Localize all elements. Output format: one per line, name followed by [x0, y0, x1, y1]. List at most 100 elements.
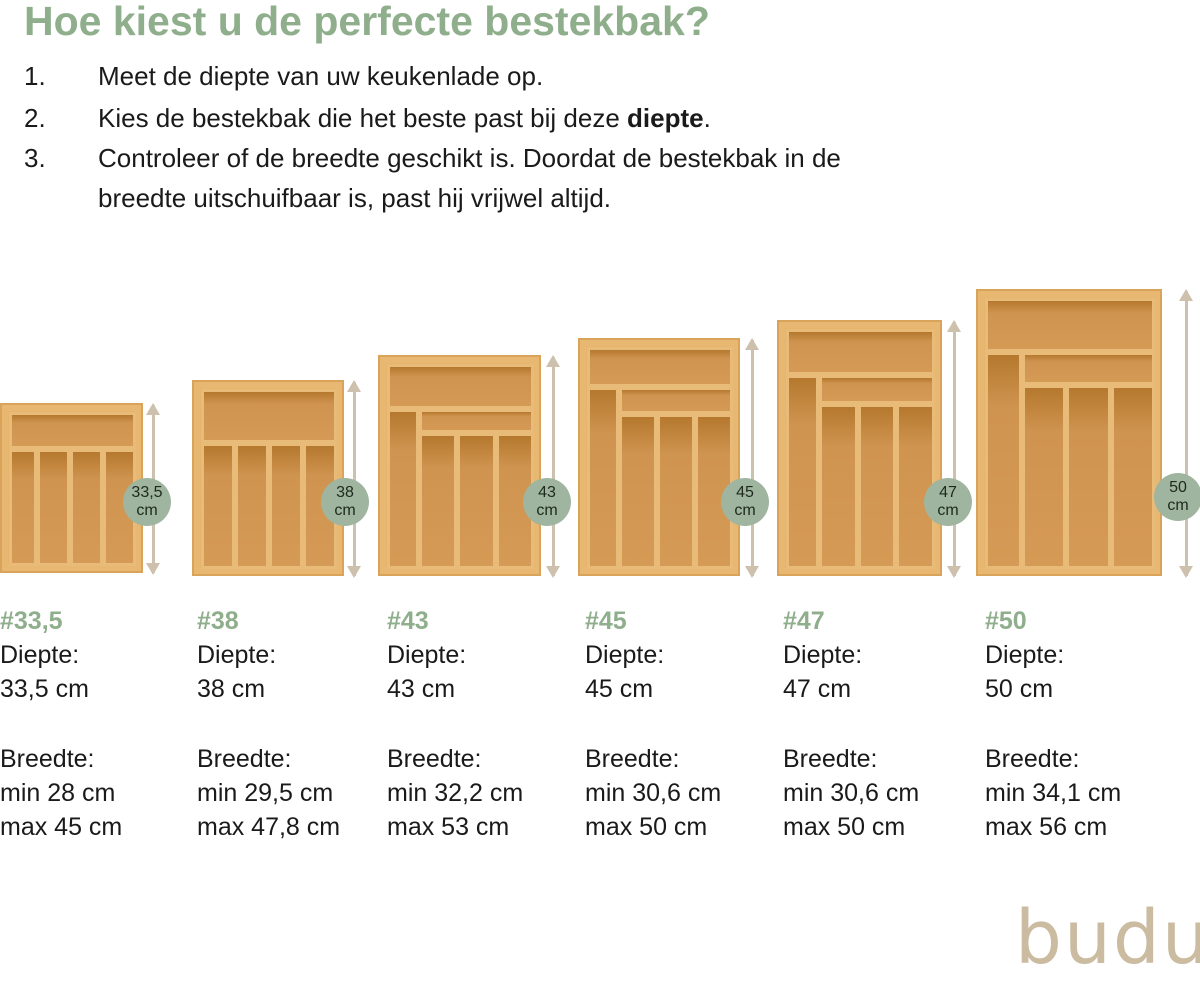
- drawer-compartment: [9, 412, 136, 449]
- page-title: Hoe kiest u de perfecte bestekbak?: [24, 0, 710, 44]
- width-max: max 56 cm: [985, 813, 1108, 841]
- badge-value: 43: [538, 484, 556, 501]
- step-text-part: Kies de bestekbak die het beste past bij…: [98, 103, 628, 133]
- drawer-compartment: [201, 389, 337, 443]
- drawer-compartment: [587, 387, 619, 569]
- step-text-bold: diepte: [627, 103, 704, 133]
- drawer-compartment: [457, 433, 496, 569]
- step-text: Meet de diepte van uw keukenlade op.: [98, 61, 544, 91]
- depth-badge: 45 cm: [721, 478, 769, 526]
- width-max: max 53 cm: [387, 813, 510, 841]
- depth-badge: 38 cm: [321, 478, 369, 526]
- drawer-compartment: [587, 347, 733, 387]
- drawer-compartment: [235, 443, 269, 569]
- drawer-compartment: [37, 449, 70, 566]
- drawer-compartment: [619, 414, 657, 569]
- product-info: #33,5 Diepte: 33,5 cm Breedte: min 28 cm…: [0, 604, 122, 844]
- depth-badge: 50 cm: [1154, 473, 1200, 521]
- drawer-compartment: [387, 409, 419, 569]
- width-min: min 32,2 cm: [387, 779, 524, 807]
- product-code: #43: [387, 607, 429, 635]
- step-number: 1.: [24, 61, 46, 91]
- depth-arrow-icon: [745, 338, 759, 578]
- width-label: Breedte:: [0, 745, 95, 773]
- drawer-compartment: [657, 414, 695, 569]
- drawer-compartment: [1022, 352, 1155, 385]
- width-max: max 47,8 cm: [197, 813, 341, 841]
- cutlery-tray-image: [976, 289, 1162, 576]
- width-label: Breedte:: [783, 745, 878, 773]
- drawer-compartment: [70, 449, 103, 566]
- drawer-compartment: [1022, 385, 1067, 569]
- cutlery-tray-image: [378, 355, 541, 576]
- width-min: min 28 cm: [0, 779, 116, 807]
- width-label: Breedte:: [585, 745, 680, 773]
- depth-label: Diepte:: [585, 641, 665, 669]
- drawer-compartment: [857, 404, 897, 569]
- product-code: #33,5: [0, 607, 63, 635]
- cutlery-tray-image: [192, 380, 344, 576]
- width-max: max 50 cm: [585, 813, 708, 841]
- depth-badge: 43 cm: [523, 478, 571, 526]
- depth-badge: 33,5 cm: [123, 478, 171, 526]
- step-text-line1: Controleer of de breedte geschikt is. Do…: [98, 143, 841, 173]
- badge-value: 45: [736, 484, 754, 501]
- depth-value: 38 cm: [197, 675, 266, 703]
- product-code: #50: [985, 607, 1027, 635]
- drawer-compartment: [419, 433, 458, 569]
- badge-unit: cm: [536, 502, 558, 519]
- product-info: #50 Diepte: 50 cm Breedte: min 34,1 cm m…: [985, 604, 1121, 844]
- step-text: Kies de bestekbak die het beste past bij…: [98, 98, 711, 138]
- width-label: Breedte:: [387, 745, 482, 773]
- drawer-compartment: [819, 375, 935, 404]
- drawer-compartment: [985, 298, 1155, 352]
- step-number: 3.: [24, 143, 46, 173]
- drawer-compartment: [619, 387, 733, 414]
- width-max: max 45 cm: [0, 813, 123, 841]
- cutlery-tray-image: [0, 403, 143, 573]
- width-max: max 50 cm: [783, 813, 906, 841]
- depth-label: Diepte:: [985, 641, 1065, 669]
- width-min: min 29,5 cm: [197, 779, 334, 807]
- product-info: #45 Diepte: 45 cm Breedte: min 30,6 cm m…: [585, 604, 721, 844]
- drawer-compartment: [201, 443, 235, 569]
- budu-logo: budu: [1015, 895, 1200, 981]
- product-info: #47 Diepte: 47 cm Breedte: min 30,6 cm m…: [783, 604, 919, 844]
- depth-value: 50 cm: [985, 675, 1054, 703]
- depth-value: 47 cm: [783, 675, 852, 703]
- badge-value: 33,5: [131, 484, 163, 501]
- badge-value: 38: [336, 484, 354, 501]
- drawer-compartment: [786, 329, 935, 375]
- badge-unit: cm: [937, 502, 959, 519]
- depth-value: 33,5 cm: [0, 675, 89, 703]
- drawer-compartment: [819, 404, 858, 569]
- depth-label: Diepte:: [197, 641, 277, 669]
- width-min: min 30,6 cm: [585, 779, 722, 807]
- badge-unit: cm: [334, 502, 356, 519]
- product-code: #47: [783, 607, 825, 635]
- drawer-compartment: [269, 443, 303, 569]
- width-label: Breedte:: [985, 745, 1080, 773]
- drawer-compartment: [786, 375, 819, 569]
- product-info: #38 Diepte: 38 cm Breedte: min 29,5 cm m…: [197, 604, 340, 844]
- depth-label: Diepte:: [387, 641, 467, 669]
- product-code: #38: [197, 607, 239, 635]
- width-label: Breedte:: [197, 745, 292, 773]
- depth-arrow-icon: [546, 355, 560, 578]
- step-text-line2: breedte uitschuifbaar is, past hij vrijw…: [98, 183, 612, 213]
- step-number: 2.: [24, 103, 46, 133]
- depth-arrow-icon: [1179, 289, 1193, 578]
- depth-label: Diepte:: [0, 641, 80, 669]
- drawer-compartment: [387, 364, 534, 409]
- product-info: #43 Diepte: 43 cm Breedte: min 32,2 cm m…: [387, 604, 523, 844]
- drawer-compartment: [1066, 385, 1111, 569]
- drawer-compartment: [9, 449, 37, 566]
- drawer-compartment: [419, 409, 534, 433]
- depth-badge: 47 cm: [924, 478, 972, 526]
- width-min: min 30,6 cm: [783, 779, 920, 807]
- badge-unit: cm: [1167, 497, 1189, 514]
- product-code: #45: [585, 607, 627, 635]
- width-min: min 34,1 cm: [985, 779, 1122, 807]
- depth-value: 45 cm: [585, 675, 654, 703]
- badge-value: 47: [939, 484, 957, 501]
